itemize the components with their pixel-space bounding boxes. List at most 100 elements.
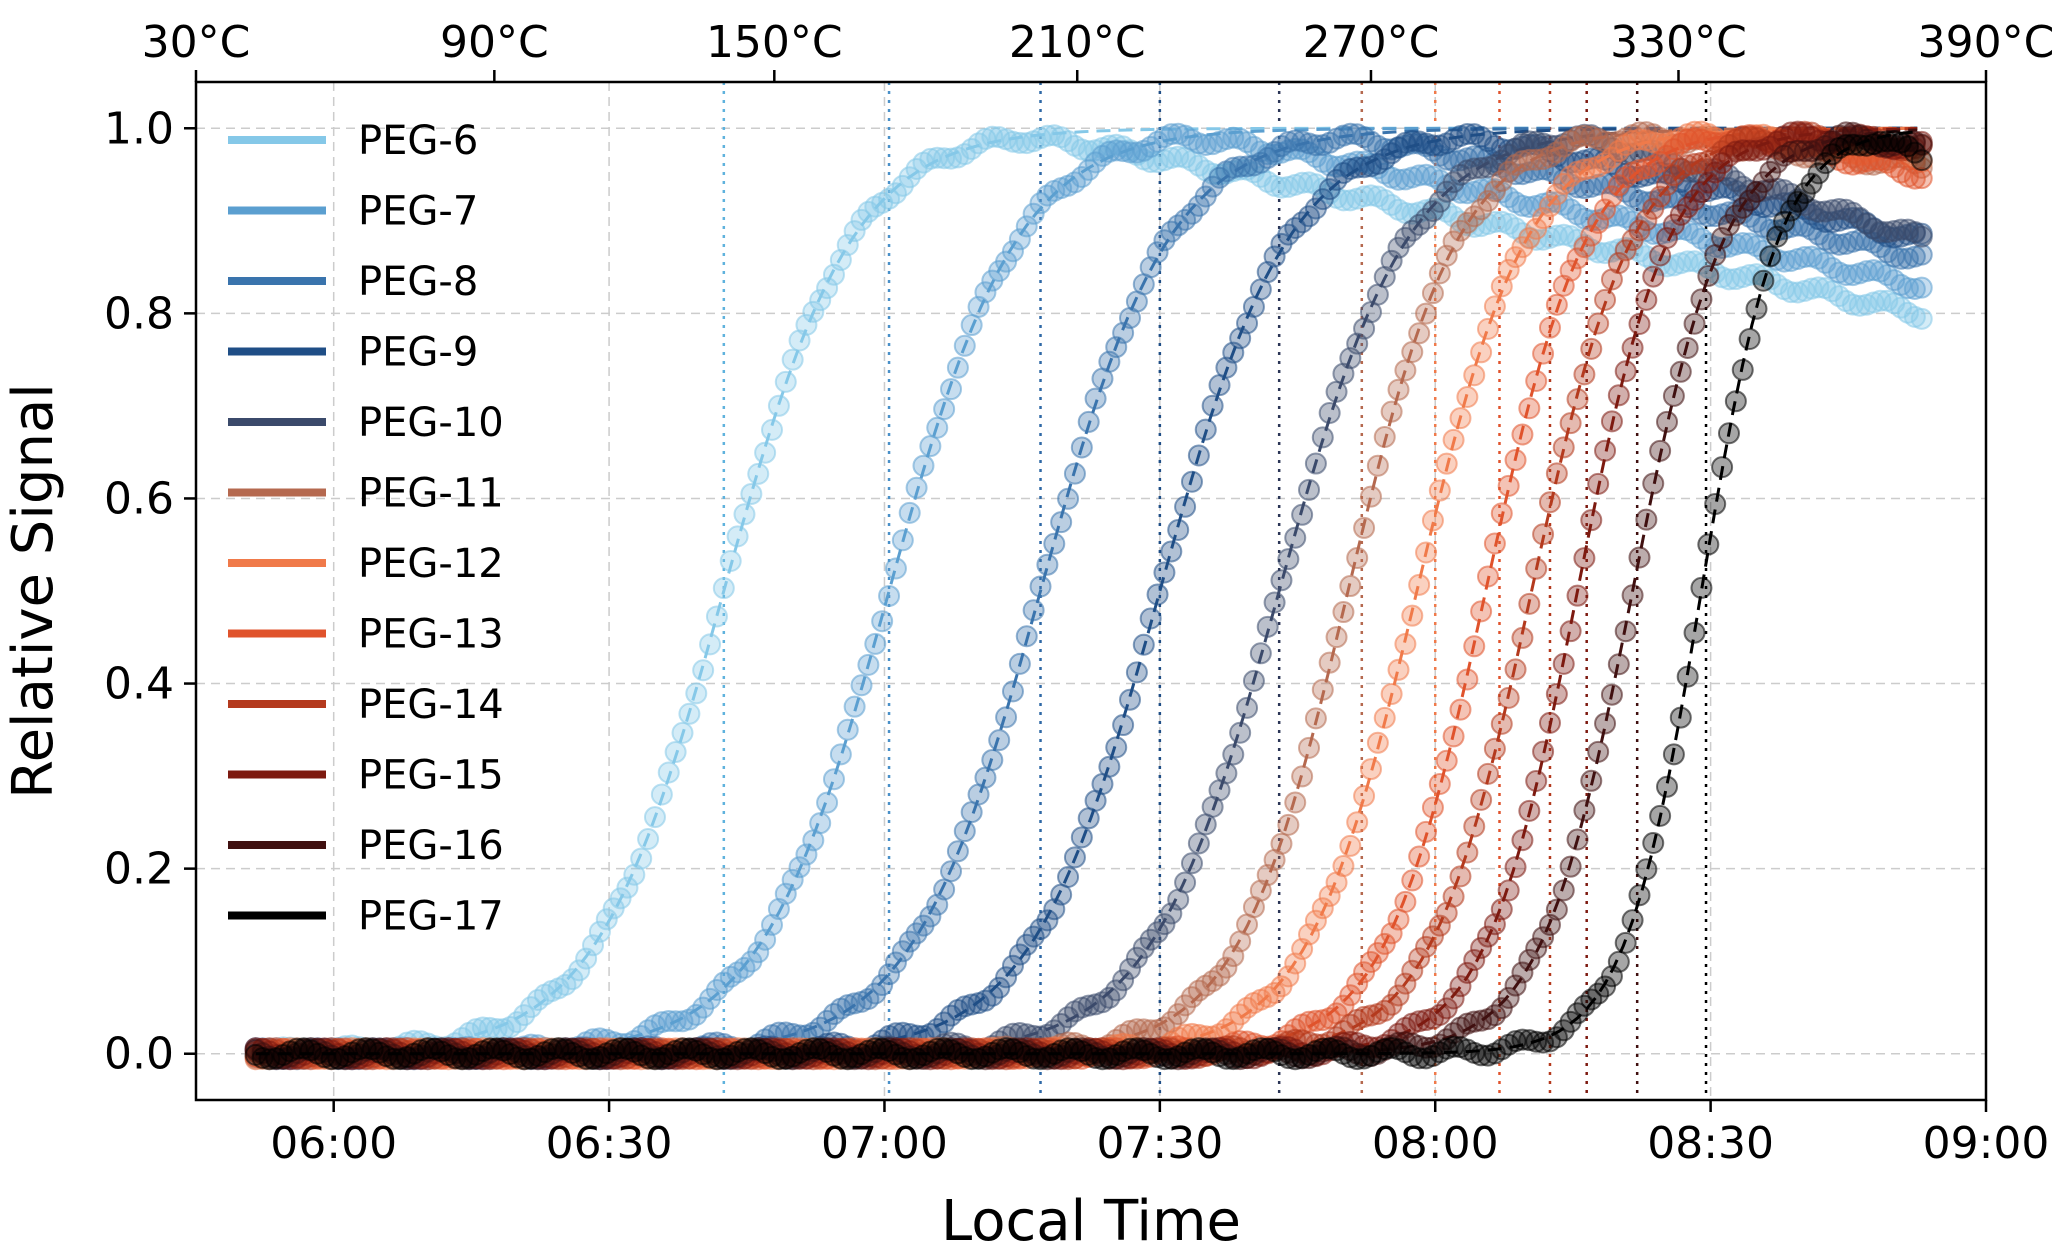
data-point [1160,540,1183,563]
x-tick-label: 09:00 [1923,1118,2050,1169]
data-point [1910,149,1933,172]
data-point [1001,680,1024,703]
data-point [1339,834,1362,857]
data-point [1456,841,1479,864]
y-tick-label: 0.8 [104,288,174,339]
y-tick-label: 0.6 [104,473,174,524]
data-point [1828,233,1851,256]
data-point [1001,240,1024,263]
y-tick-label: 0.4 [104,659,174,710]
data-point [1167,145,1190,168]
data-point [1112,714,1135,737]
data-point [1194,133,1217,156]
data-point [1332,855,1355,878]
data-point [1070,826,1093,849]
data-point [884,557,907,580]
x-tick-label: 06:00 [270,1118,397,1169]
data-point [781,348,804,371]
data-point [1153,561,1176,584]
data-point [1607,653,1630,676]
data-point [1862,259,1885,282]
top-tick-label: 210°C [1009,17,1146,68]
data-point [829,743,852,766]
data-point [1724,390,1747,413]
legend-label: PEG-10 [358,400,504,446]
data-point [1497,879,1520,902]
data-point [699,633,722,656]
data-point [940,378,963,401]
data-point [1910,276,1933,299]
data-point [995,706,1018,729]
data-point [733,503,756,526]
data-point [747,941,770,964]
data-point [740,482,763,505]
data-point [1511,829,1534,852]
data-point [816,791,839,814]
data-point [843,220,866,243]
data-point [1298,736,1321,759]
data-point [953,820,976,843]
series-group [244,120,1933,1071]
legend-label: PEG-9 [358,330,478,376]
legend-label: PEG-17 [358,894,504,940]
data-point [1277,548,1300,571]
data-point [1449,865,1472,888]
data-point [1359,485,1382,508]
data-point [1559,620,1582,643]
data-point [568,959,591,982]
data-point [1552,223,1575,246]
data-point [616,876,639,899]
x-tick-label: 08:00 [1372,1118,1499,1169]
data-point [747,462,770,485]
data-point [761,418,784,441]
top-tick-label: 330°C [1610,17,1747,68]
data-point [1745,297,1768,320]
data-point [1119,688,1142,711]
data-point [1731,231,1754,254]
data-point [1036,553,1059,576]
data-point [1490,712,1513,735]
data-point [1690,288,1713,311]
legend-label: PEG-13 [358,612,504,658]
data-point [1504,856,1527,879]
data-point [1697,264,1720,287]
data-point [1415,302,1438,325]
data-point [1201,394,1224,417]
data-point [1001,954,1024,977]
data-point [933,398,956,421]
data-point [1284,791,1307,814]
x-axis-title: Local Time [941,1189,1241,1248]
data-point [871,974,894,997]
data-point [1359,184,1382,207]
data-point [1339,122,1362,145]
top-tick-label: 390°C [1918,17,2055,68]
legend-label: PEG-12 [358,541,504,587]
data-point [1910,307,1933,330]
data-point [767,394,790,417]
y-tick-label: 0.0 [104,1029,174,1080]
data-point [1236,155,1259,178]
data-point [1807,276,1830,299]
x-tick-label: 07:30 [1096,1118,1223,1169]
data-point [1043,532,1066,555]
data-point [822,768,845,791]
top-tick-label: 150°C [706,17,843,68]
data-point [1903,277,1926,300]
data-point [1353,785,1376,808]
top-tick-label: 90°C [440,17,549,68]
data-point [960,993,983,1016]
top-tick-label: 270°C [1303,17,1440,68]
data-point [1408,322,1431,345]
data-point [1394,359,1417,382]
y-tick-label: 1.0 [104,103,174,154]
y-tick-label: 0.2 [104,844,174,895]
data-point [1635,858,1658,881]
data-point [1463,364,1486,387]
data-point [1490,898,1513,921]
data-point [884,951,907,974]
data-point [1910,225,1933,248]
legend-label: PEG-16 [358,823,504,869]
data-point [630,847,653,870]
legend-label: PEG-11 [358,471,504,517]
